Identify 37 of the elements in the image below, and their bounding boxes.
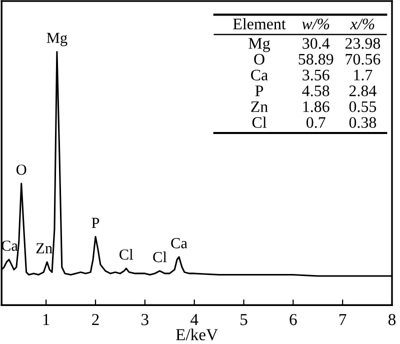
- text: Element: [233, 18, 286, 30]
- annotation: 58.89: [298, 54, 334, 65]
- x-tick-label: 8: [388, 314, 396, 326]
- annotation: P: [92, 218, 100, 228]
- annotation: 3.56: [302, 70, 330, 81]
- annotation: 0.7: [306, 117, 326, 128]
- annotation: O: [254, 54, 264, 65]
- annotation: Cl: [120, 248, 134, 260]
- annotation: 2.84: [349, 85, 376, 96]
- x-tick-label: 2: [92, 314, 99, 326]
- annotation: Zn: [36, 243, 52, 254]
- annotation: 0.38: [349, 117, 376, 128]
- annotation: Zn: [251, 101, 268, 112]
- text: w/%: [302, 18, 330, 30]
- annotation: 1.7: [354, 70, 372, 81]
- text: x/%: [350, 18, 374, 30]
- x-axis-title: E/keV: [176, 328, 218, 340]
- x-tick-label: 1: [43, 314, 50, 326]
- x-tick-label: 5: [240, 314, 248, 326]
- annotation: 1.86: [303, 101, 330, 112]
- x-tick-label: 7: [340, 314, 346, 326]
- annotation: 4.58: [302, 85, 330, 96]
- x-tick-label: 3: [142, 314, 148, 326]
- annotation: Ca: [251, 70, 268, 80]
- annotation: Cl: [153, 252, 167, 262]
- annotation: 70.56: [346, 54, 380, 65]
- annotation: Mg: [46, 32, 68, 46]
- x-tick-label: 6: [290, 314, 297, 326]
- annotation: Mg: [248, 38, 270, 52]
- annotation: 0.55: [349, 101, 376, 112]
- annotation: Cl: [252, 116, 266, 128]
- annotation: Ca: [171, 238, 188, 248]
- text: 30.4: [302, 38, 330, 49]
- annotation: P: [255, 86, 264, 96]
- x-tick-label: 4: [190, 314, 198, 326]
- annotation: O: [16, 164, 26, 175]
- text: 23.98: [345, 38, 380, 49]
